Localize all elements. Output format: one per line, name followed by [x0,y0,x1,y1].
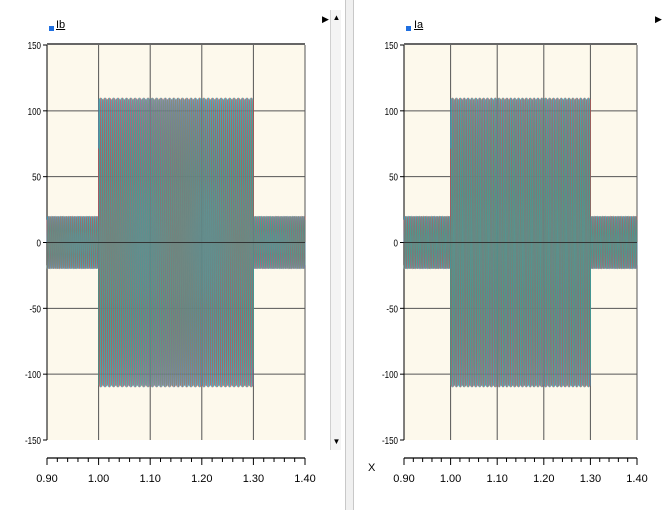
legend-label-ib[interactable]: Ib [56,19,66,31]
y-tick-label: -50 [29,303,41,314]
x-tick-label: 1.30 [580,473,601,485]
x-tick-label: 1.10 [486,473,507,485]
y-tick-label: -100 [25,369,41,380]
y-tick-label: 0 [394,238,398,249]
expand-arrow-icon-right[interactable]: ▶ [655,14,662,24]
y-tick-label: 150 [28,40,41,51]
x-tick-label: 1.40 [626,473,647,485]
y-tick-label: -150 [382,435,398,446]
x-tick-label: 1.20 [191,473,212,485]
chart-svg-ia: 150 100 50 0 -50 -100 -150 0.90 1.00 1.10 1.20 1.30… [382,40,648,485]
y-tick-label: 50 [389,172,398,183]
chart-panel-ia: Ia ▶ X 150 100 50 0 -50 -100 -150 0.90 1.00 1.10 1… [354,0,665,510]
x-tick-label: 1.30 [243,473,264,485]
chart-panel-ib: Ib ▶ ▲ ▼ 150 100 50 0 -50 -100 -150 0.90 1.00 1.1… [25,10,341,485]
y-tick-label: 150 [385,40,398,51]
x-tick-label: 0.90 [393,473,414,485]
legend-swatch-ib [49,26,54,31]
panel-divider[interactable] [345,0,354,510]
y-tick-label: -50 [386,303,398,314]
y-tick-label: 100 [28,106,41,117]
legend-swatch-ia [406,26,411,31]
x-tick-label: 1.40 [294,473,315,485]
x-tick-label: 0.90 [36,473,57,485]
chart-svg-ib: 150 100 50 0 -50 -100 -150 0.90 1.00 1.10 1.20 1.30… [25,40,316,485]
x-tick-label: 1.10 [139,473,160,485]
y-tick-label: 0 [37,238,41,249]
legend-label-ia[interactable]: Ia [414,19,424,31]
y-tick-label: -100 [382,369,398,380]
expand-arrow-icon[interactable]: ▶ [322,14,329,24]
y-tick-label: 100 [385,106,398,117]
scroll-down-icon[interactable]: ▼ [332,437,341,446]
x-tick-label: 1.20 [533,473,554,485]
x-axis-name: X [368,462,376,474]
scroll-up-icon[interactable]: ▲ [332,13,341,22]
y-tick-label: -150 [25,435,41,446]
x-tick-label: 1.00 [88,473,109,485]
y-tick-label: 50 [32,172,41,183]
vertical-scrollbar[interactable]: ▲ ▼ [330,10,341,450]
x-tick-label: 1.00 [440,473,461,485]
